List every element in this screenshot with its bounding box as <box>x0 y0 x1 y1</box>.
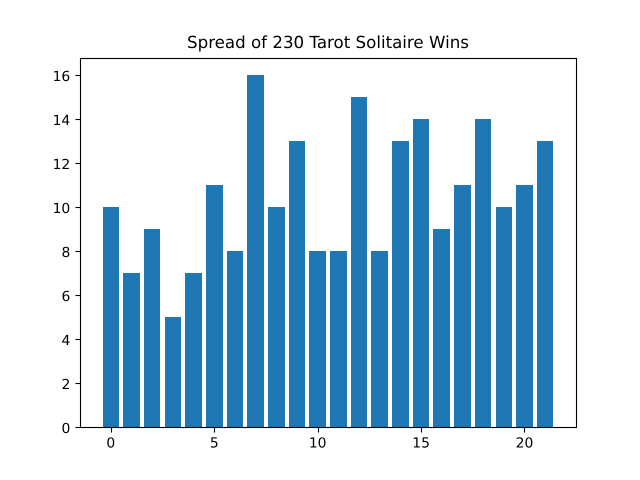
bar <box>309 251 326 427</box>
y-tick-label: 0 <box>61 421 70 437</box>
bar <box>185 273 202 427</box>
bar <box>433 229 450 427</box>
bar <box>289 141 305 427</box>
y-tick-label: 12 <box>53 157 71 173</box>
x-tick-label: 10 <box>309 436 327 452</box>
axes-frame <box>79 57 578 429</box>
bar <box>123 273 140 427</box>
ticks-layer <box>75 74 526 433</box>
bar <box>496 207 512 427</box>
bar <box>413 119 429 427</box>
bars-layer <box>103 75 553 427</box>
bar <box>144 229 160 427</box>
y-tick-label: 6 <box>61 289 70 305</box>
bar <box>392 141 409 427</box>
bar <box>227 251 243 427</box>
x-tick-label: 0 <box>106 436 115 452</box>
y-tick-label: 14 <box>53 113 71 129</box>
bar <box>268 207 285 427</box>
bar <box>330 251 347 427</box>
x-tick-label: 20 <box>516 436 534 452</box>
x-tick-label: 5 <box>210 436 219 452</box>
chart-title: Spread of 230 Tarot Solitaire Wins <box>187 33 469 52</box>
bar <box>475 119 491 427</box>
y-tick-label: 4 <box>61 333 70 349</box>
bar <box>247 75 264 427</box>
bar <box>537 141 553 427</box>
y-tick-label: 8 <box>61 245 70 261</box>
tick-labels-layer: 0 5 10 15 20 0 2 4 6 8 10 12 14 16 <box>53 69 534 452</box>
y-tick-label: 2 <box>61 377 70 393</box>
axes-frame-layer <box>79 57 578 429</box>
bar <box>103 207 119 427</box>
bar <box>206 185 223 427</box>
bar <box>351 97 367 427</box>
bar <box>516 185 533 427</box>
bar <box>371 251 388 427</box>
bar <box>454 185 471 427</box>
bar <box>165 317 181 427</box>
y-tick-label: 16 <box>53 69 71 85</box>
y-tick-label: 10 <box>53 201 71 217</box>
x-tick-label: 15 <box>412 436 430 452</box>
